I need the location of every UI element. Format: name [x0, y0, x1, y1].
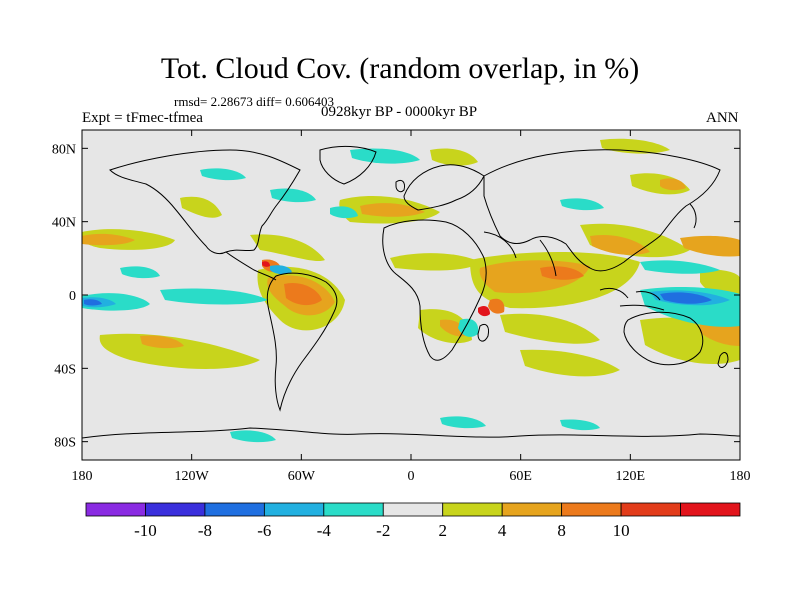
anomaly-region	[390, 253, 480, 271]
anomaly-region	[180, 196, 222, 218]
y-axis: 80N 40N 0 40S 80S	[52, 142, 740, 451]
anomaly-region	[478, 306, 490, 317]
coastline-africa	[382, 219, 487, 361]
period-label: 0928kyr BP - 0000kyr BP	[321, 104, 478, 120]
anomaly-region	[120, 266, 160, 279]
y-tick-label: 40S	[54, 362, 76, 377]
coastline-europe	[403, 164, 485, 211]
coastline-central-america	[225, 251, 277, 281]
colorbar-label: 10	[613, 521, 630, 540]
colorbar-label: 2	[438, 521, 447, 540]
anomaly-region	[500, 313, 600, 344]
coastline-australia	[623, 311, 704, 366]
coastline-madagascar	[477, 323, 489, 342]
anomaly-region	[250, 234, 325, 261]
coastline-south-america	[266, 272, 338, 412]
anomaly-region	[540, 266, 584, 280]
anomaly-region	[84, 299, 102, 306]
x-tick-label: 60W	[288, 469, 316, 484]
anomaly-region	[488, 298, 505, 314]
anomaly-region	[680, 235, 740, 257]
colorbar-swatch	[145, 502, 206, 517]
colorbar-swatch	[204, 502, 265, 517]
anomaly-field	[82, 138, 740, 443]
negative-large-regions	[84, 292, 712, 306]
anomaly-region	[360, 203, 425, 217]
colorbar-label: -8	[198, 521, 212, 540]
stats-text: rmsd= 2.28673 diff= 0.606403	[174, 94, 334, 109]
anomaly-region	[640, 260, 720, 274]
colorbar-swatch	[382, 502, 444, 517]
anomaly-region	[330, 206, 358, 219]
y-tick-label: 80N	[52, 142, 76, 157]
coastlines	[82, 145, 740, 439]
negative-small-regions	[82, 148, 740, 443]
x-tick-label: 120W	[175, 469, 210, 484]
anomaly-region	[560, 198, 604, 211]
positive-large-regions	[262, 259, 584, 314]
anomaly-region	[590, 234, 650, 255]
x-tick-label: 180	[72, 469, 93, 484]
x-tick-label: 0	[408, 469, 415, 484]
colorbar-label: -10	[134, 521, 157, 540]
colorbar-label: 4	[498, 521, 507, 540]
anomaly-region	[430, 148, 478, 166]
anomaly-region	[284, 282, 322, 306]
anomaly-region	[262, 261, 270, 267]
experiment-label: Expt = tFmec-tfmea	[82, 110, 203, 126]
y-tick-label: 80S	[54, 436, 76, 451]
positive-max-regions	[262, 261, 490, 317]
map-title: Tot. Cloud Cov. (random overlap, in %)	[160, 52, 640, 85]
anomaly-region	[350, 148, 420, 164]
anomaly-region	[440, 416, 486, 429]
coastline-british-isles	[395, 179, 405, 193]
colorbar-label: -4	[317, 521, 332, 540]
x-tick-label: 180	[730, 469, 751, 484]
anomaly-region	[270, 265, 292, 275]
anomaly-region	[230, 430, 276, 443]
colorbar-label: 8	[557, 521, 566, 540]
anomaly-region	[82, 233, 135, 246]
anomaly-region	[200, 168, 246, 181]
y-tick-label: 40N	[52, 216, 76, 231]
coastline-new-zealand	[717, 352, 729, 368]
coastline-antarctica	[82, 427, 740, 439]
coastline-north-america	[109, 149, 301, 255]
anomaly-region	[520, 349, 620, 377]
x-tick-label: 120E	[616, 469, 646, 484]
y-tick-label: 0	[69, 289, 76, 304]
coastline-asia	[483, 149, 721, 272]
coastline-japan	[689, 203, 697, 229]
colorbar-swatch	[323, 502, 384, 517]
x-tick-label: 60E	[509, 469, 532, 484]
colorbar-swatch	[680, 502, 741, 517]
anomaly-region	[160, 288, 268, 305]
colorbar-label: -6	[257, 521, 271, 540]
anomaly-region	[660, 292, 712, 304]
x-axis: 180 120W 60W 0 60E 120E 180	[72, 130, 751, 484]
colorbar-swatch	[263, 502, 325, 517]
anomaly-region	[140, 335, 184, 349]
anomaly-region	[700, 321, 740, 346]
anomaly-region	[440, 319, 465, 337]
colorbar-swatch	[501, 502, 563, 517]
anomaly-region	[560, 419, 600, 431]
colorbar-label: -2	[376, 521, 390, 540]
colorbar: -10 -8 -6 -4 -2 2 4 8 10	[85, 502, 741, 540]
coastline-arabia-india	[483, 231, 557, 277]
season-label: ANN	[706, 110, 739, 126]
anomaly-region	[660, 178, 686, 191]
colorbar-swatch	[442, 502, 503, 517]
coastline-greenland	[319, 145, 377, 185]
colorbar-swatch	[85, 502, 146, 517]
colorbar-swatch	[561, 502, 622, 517]
anomaly-region	[99, 333, 260, 369]
colorbar-swatch	[620, 502, 681, 517]
coastline-indonesia	[599, 287, 665, 311]
